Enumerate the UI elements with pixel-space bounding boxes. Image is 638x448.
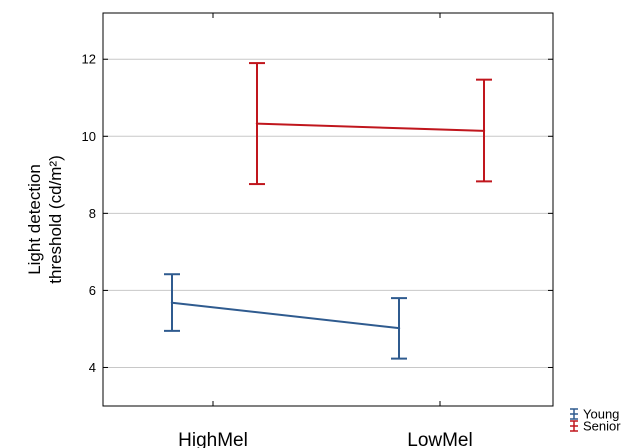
series-young <box>164 273 407 360</box>
y-tick-label: 12 <box>82 52 96 67</box>
mean-point <box>255 122 259 125</box>
y-axis-label-line1: Light detection <box>25 164 44 275</box>
legend-item-young: Young <box>570 407 619 422</box>
y-tick-label: 6 <box>89 283 96 298</box>
y-axis-ticks: 4 6 8 10 12 <box>82 52 553 375</box>
series-line <box>256 122 485 132</box>
grid-lines <box>103 58 553 368</box>
legend-label: Senior <box>583 419 621 434</box>
y-axis-label-line2: threshold (cd/m²) <box>46 155 65 283</box>
plot-area <box>102 12 554 407</box>
mean-point <box>397 326 401 330</box>
y-tick-label: 10 <box>82 129 96 144</box>
mean-point <box>170 301 174 304</box>
mean-point <box>482 129 486 133</box>
series-group <box>164 62 492 360</box>
legend-label: Young <box>583 407 619 422</box>
y-tick-label: 4 <box>89 360 96 375</box>
legend-item-senior: Senior <box>570 419 621 434</box>
series-senior <box>249 62 492 186</box>
x-axis-ticks: HighMel LowMel <box>178 13 473 448</box>
x-tick-label: HighMel <box>178 430 248 448</box>
series-line <box>171 301 400 330</box>
x-tick-label: LowMel <box>407 430 472 448</box>
y-tick-label: 8 <box>89 206 96 221</box>
